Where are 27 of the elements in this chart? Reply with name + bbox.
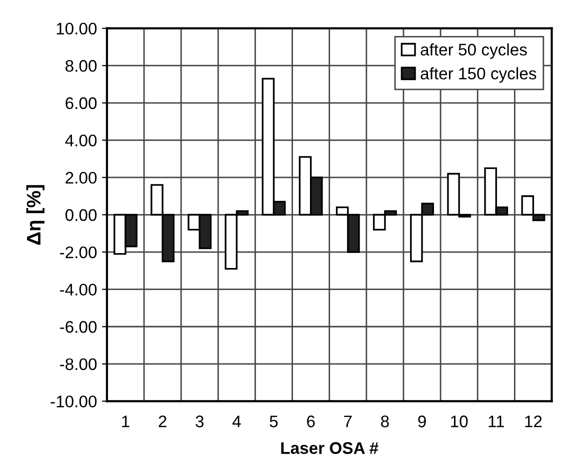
x-axis-title: Laser OSA # <box>281 442 378 454</box>
x-tick-label: 3 <box>196 416 204 428</box>
x-tick-label: 2 <box>158 416 166 428</box>
legend-label: after 150 cycles <box>420 67 536 83</box>
x-tick-label: 10 <box>451 416 468 428</box>
y-tick-label: 4.00 <box>65 134 97 146</box>
y-tick-label: -6.00 <box>60 321 97 333</box>
y-tick-label: 10.00 <box>56 22 97 35</box>
x-tick-label: 12 <box>525 416 542 428</box>
y-tick-label: 8.00 <box>66 60 97 72</box>
y-tick-label: 6.00 <box>66 97 97 110</box>
x-tick-label: 9 <box>418 416 426 428</box>
y-tick-label: 2.00 <box>66 172 97 184</box>
x-tick-label: 1 <box>122 416 130 428</box>
y-tick-label: -2.00 <box>60 246 97 258</box>
x-tick-label: 8 <box>381 416 389 428</box>
x-tick-label: 6 <box>307 416 315 428</box>
x-tick-label: 4 <box>232 416 241 428</box>
y-tick-label: 0.00 <box>65 209 97 221</box>
y-axis-title: Δη [%] <box>26 185 44 245</box>
x-tick-label: 7 <box>344 416 352 428</box>
y-tick-label: -4.00 <box>60 284 97 296</box>
y-tick-label: -10.00 <box>50 396 97 408</box>
legend-label: after 50 cycles <box>420 43 527 59</box>
x-tick-label: 11 <box>488 416 504 428</box>
y-tick-label: -8.00 <box>60 358 97 370</box>
x-tick-label: 5 <box>270 416 278 428</box>
